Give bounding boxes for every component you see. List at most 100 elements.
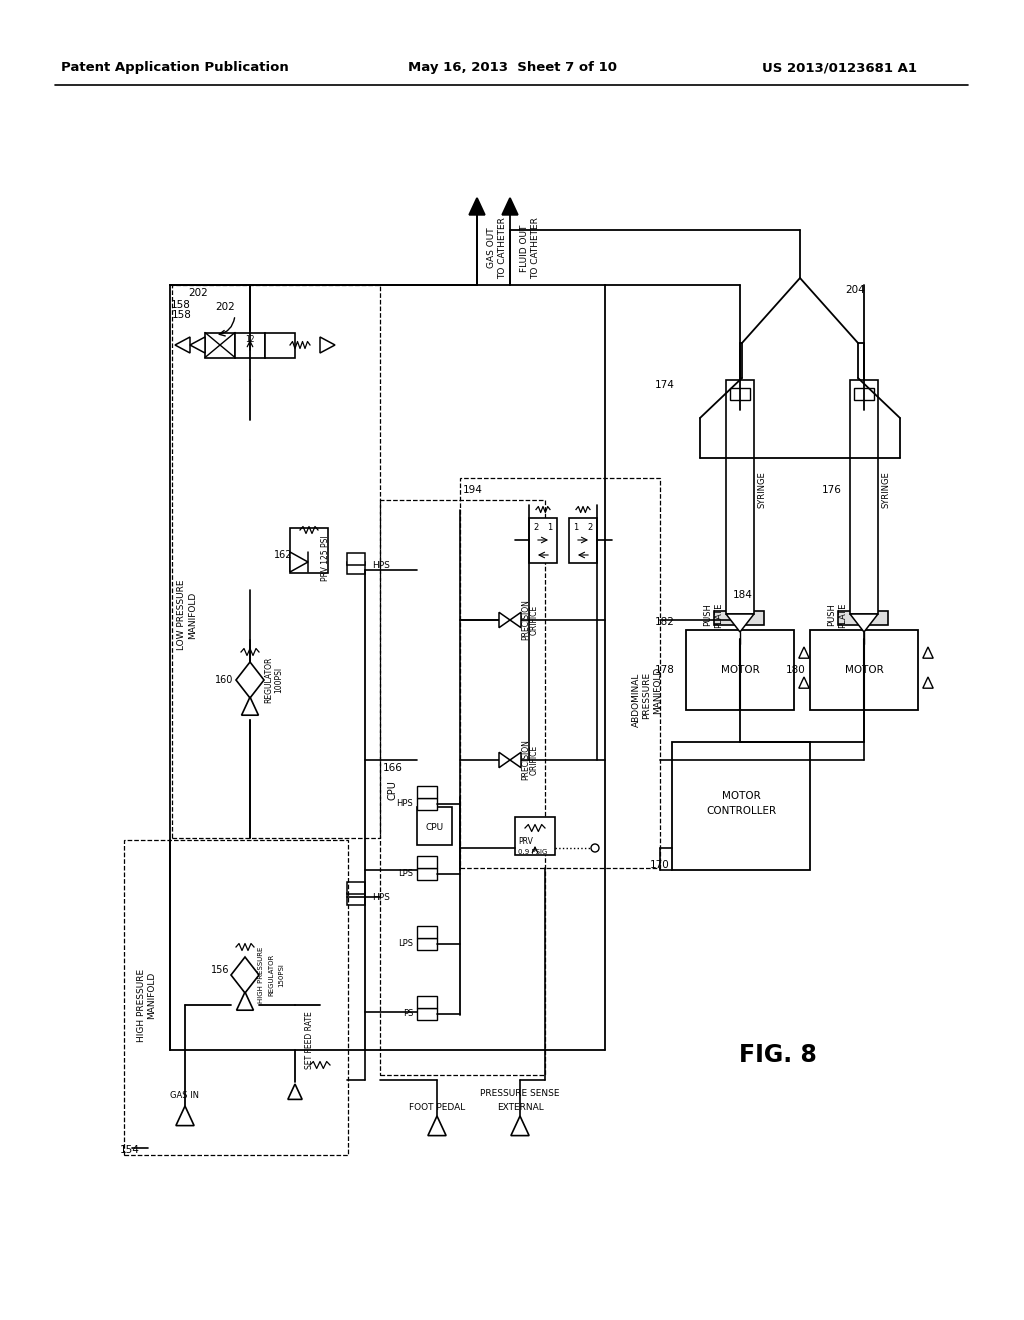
Text: ABDOMINAL: ABDOMINAL: [632, 673, 640, 727]
Polygon shape: [499, 612, 510, 628]
Bar: [124, 840, 348, 1155]
Text: 100PSI: 100PSI: [274, 667, 283, 693]
Polygon shape: [799, 647, 809, 659]
Bar: [347, 553, 365, 565]
Text: MANIFOLD: MANIFOLD: [188, 591, 198, 639]
Text: FLUID OUT: FLUID OUT: [520, 224, 529, 272]
Text: 176: 176: [822, 484, 842, 495]
Text: LOW PRESSURE: LOW PRESSURE: [177, 579, 186, 651]
Text: 0.9 PSIG: 0.9 PSIG: [518, 849, 548, 855]
Text: May 16, 2013  Sheet 7 of 10: May 16, 2013 Sheet 7 of 10: [408, 62, 616, 74]
Bar: [417, 939, 437, 950]
Text: REGULATOR: REGULATOR: [268, 954, 274, 997]
Polygon shape: [190, 337, 205, 352]
Text: ORIFICE: ORIFICE: [530, 744, 539, 775]
Bar: [417, 997, 437, 1008]
Polygon shape: [237, 993, 254, 1010]
Text: GAS IN: GAS IN: [171, 1090, 200, 1100]
Text: 154: 154: [120, 1144, 140, 1155]
Text: 162: 162: [273, 550, 292, 560]
Bar: [347, 882, 365, 894]
Text: GAS OUT: GAS OUT: [487, 227, 496, 268]
Text: CONTROLLER: CONTROLLER: [706, 807, 776, 816]
Bar: [205, 333, 234, 358]
Bar: [672, 742, 810, 870]
Polygon shape: [236, 663, 264, 698]
Text: MOTOR: MOTOR: [722, 791, 761, 801]
Text: MANIFOLD: MANIFOLD: [653, 667, 663, 714]
Text: PRECISION: PRECISION: [521, 739, 530, 780]
Text: PRESSURE SENSE: PRESSURE SENSE: [480, 1089, 560, 1098]
Bar: [234, 333, 265, 358]
Text: 184: 184: [733, 590, 753, 601]
Polygon shape: [428, 1115, 446, 1135]
Text: HIGH PRESSURE: HIGH PRESSURE: [258, 946, 264, 1003]
Polygon shape: [726, 614, 754, 632]
Polygon shape: [510, 752, 521, 768]
Bar: [417, 869, 437, 880]
Text: PRESSURE: PRESSURE: [642, 672, 651, 718]
Text: HPS: HPS: [396, 800, 413, 808]
Text: 150PSI: 150PSI: [278, 964, 284, 987]
Text: 202: 202: [188, 288, 208, 298]
Text: 160: 160: [215, 675, 233, 685]
Text: 2: 2: [588, 524, 593, 532]
Text: REGULATOR: REGULATOR: [264, 657, 273, 704]
Text: SYRINGE: SYRINGE: [758, 471, 767, 508]
Bar: [810, 630, 918, 710]
Bar: [347, 894, 365, 906]
Text: MOTOR: MOTOR: [721, 665, 760, 675]
Polygon shape: [319, 337, 335, 352]
Text: PLATE: PLATE: [839, 602, 848, 628]
Bar: [417, 927, 437, 939]
Text: PUSH: PUSH: [703, 603, 713, 627]
Text: SET FEED RATE: SET FEED RATE: [305, 1011, 314, 1069]
Text: CPU: CPU: [426, 824, 444, 833]
Polygon shape: [510, 612, 521, 628]
Bar: [515, 817, 555, 855]
Text: 182: 182: [655, 616, 675, 627]
Text: 156: 156: [211, 965, 229, 975]
Text: PRV: PRV: [518, 837, 532, 846]
Text: 194: 194: [463, 484, 483, 495]
Bar: [569, 517, 597, 562]
Bar: [850, 380, 878, 614]
Polygon shape: [242, 697, 258, 715]
Text: FOOT PEDAL: FOOT PEDAL: [409, 1104, 465, 1113]
Bar: [417, 855, 437, 869]
Bar: [529, 517, 557, 562]
Text: HPS: HPS: [372, 561, 390, 569]
Polygon shape: [176, 1106, 195, 1126]
Bar: [417, 1008, 437, 1020]
Polygon shape: [499, 752, 510, 768]
Text: EXTERNAL: EXTERNAL: [497, 1104, 544, 1113]
Bar: [417, 807, 452, 845]
Bar: [726, 380, 754, 614]
Text: US 2013/0123681 A1: US 2013/0123681 A1: [763, 62, 918, 74]
Text: PLATE: PLATE: [715, 602, 724, 628]
Text: TO CATHETER: TO CATHETER: [498, 216, 507, 279]
Text: MANIFOLD: MANIFOLD: [147, 972, 157, 1019]
Text: SYRINGE: SYRINGE: [882, 471, 891, 508]
Text: TO CATHETER: TO CATHETER: [531, 216, 540, 279]
Text: 166: 166: [383, 763, 402, 774]
Bar: [838, 611, 888, 624]
Text: FIG. 8: FIG. 8: [739, 1043, 817, 1067]
Polygon shape: [288, 1084, 302, 1100]
Polygon shape: [290, 552, 308, 572]
Polygon shape: [175, 337, 190, 352]
Text: CPU: CPU: [388, 780, 398, 800]
Polygon shape: [469, 198, 484, 215]
Text: 170: 170: [650, 861, 670, 870]
Text: MOTOR: MOTOR: [845, 665, 884, 675]
Text: LPS: LPS: [398, 870, 413, 879]
Text: HPS: HPS: [372, 892, 390, 902]
Polygon shape: [923, 677, 933, 688]
Polygon shape: [850, 614, 878, 632]
Text: Patent Application Publication: Patent Application Publication: [61, 62, 289, 74]
Bar: [0, 0, 1024, 84]
Bar: [730, 388, 750, 400]
Text: 12: 12: [246, 335, 255, 345]
Text: 158: 158: [172, 310, 191, 319]
Polygon shape: [923, 647, 933, 659]
